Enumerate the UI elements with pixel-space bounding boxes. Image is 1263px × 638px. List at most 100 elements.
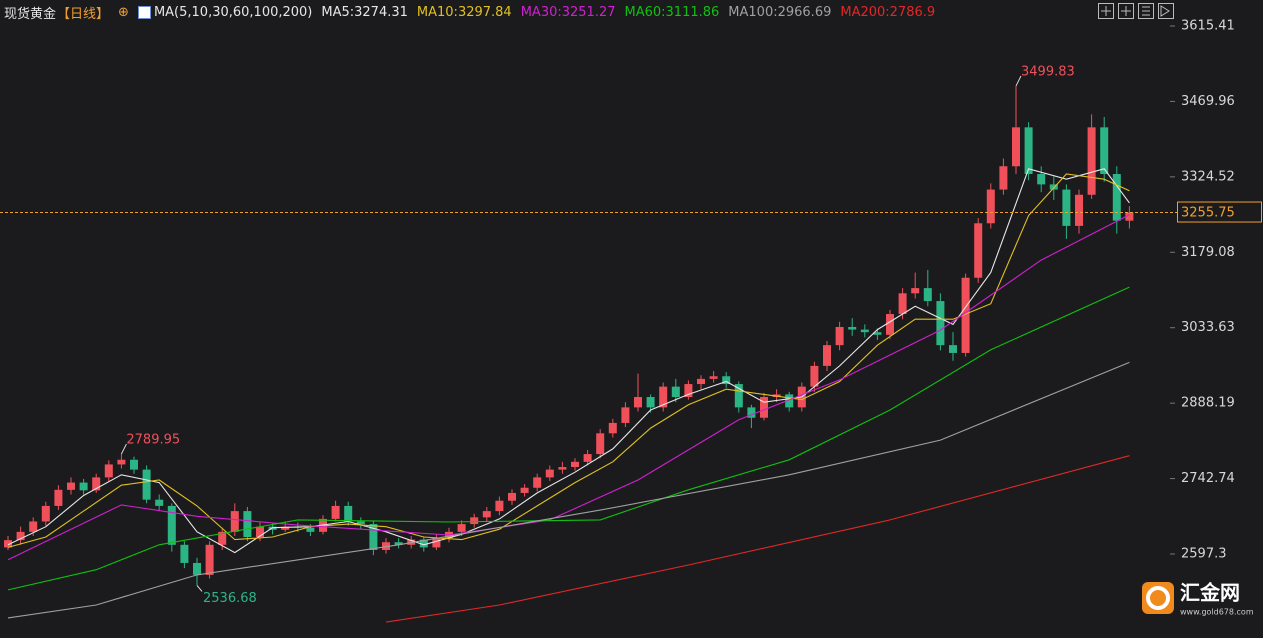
candle-body [205, 544, 214, 575]
legend-entry: MA60:3111.86 [624, 5, 720, 20]
candle-body [974, 223, 983, 278]
candle-body [4, 540, 12, 548]
legend-entry: MA100:2966.69 [728, 5, 832, 20]
candle-body [1112, 174, 1121, 221]
candle-body [281, 526, 290, 530]
candle-body [533, 477, 542, 488]
candle-body [92, 477, 101, 491]
candle-body [180, 544, 189, 563]
candle-body [734, 384, 743, 408]
candle-body [104, 464, 113, 478]
high-pointer [1015, 75, 1022, 87]
candle-body [67, 482, 75, 490]
candle-body [936, 301, 945, 346]
candle-body [432, 538, 441, 548]
candle-body [697, 378, 705, 385]
candle-body [1125, 212, 1134, 221]
candle-body [545, 469, 554, 478]
logo-mark [1146, 586, 1170, 610]
candle-body [356, 521, 365, 525]
legend-entry: MA200:2786.9 [840, 5, 936, 20]
y-tick-label: 2888.19 [1181, 396, 1235, 411]
candle-body [949, 345, 957, 353]
tool-button[interactable] [1118, 3, 1134, 19]
high-label: 3499.83 [1021, 64, 1075, 79]
candle-body [369, 524, 378, 550]
candle-body [394, 542, 403, 545]
y-tick-label: 3033.63 [1181, 320, 1235, 335]
candle-body [1100, 127, 1109, 175]
y-tick-label: 3469.96 [1181, 94, 1235, 109]
logo-url: www.gold678.com [1180, 608, 1254, 617]
legend-entry: MA10:3297.84 [416, 5, 512, 20]
candle-body [79, 482, 88, 491]
candle-body [1049, 184, 1058, 190]
high-pointer [120, 443, 127, 455]
candle-body [457, 524, 466, 532]
y-tick-label: 2742.74 [1181, 471, 1235, 486]
candle-body [1087, 127, 1096, 195]
candle-body [911, 288, 920, 294]
candle-body [596, 433, 605, 455]
candle-body [684, 384, 693, 398]
candle-body [848, 327, 857, 330]
candle-body [621, 407, 630, 423]
title: 现货黄金 [4, 7, 57, 22]
candle-body [1012, 127, 1020, 167]
y-tick-label: 3179.08 [1181, 245, 1235, 260]
last-price-box [1177, 201, 1262, 223]
candle-body [16, 531, 25, 541]
candle-body [1037, 174, 1046, 185]
candle-body [760, 397, 768, 418]
ma-line [7, 214, 1130, 561]
candle-body [999, 166, 1008, 190]
candle-body [961, 277, 970, 353]
candle-body [520, 487, 529, 493]
toolbar [1098, 3, 1174, 19]
candle-body [167, 505, 176, 545]
period[interactable]: 【日线】 [57, 7, 110, 22]
watermark: 汇金网 www.gold678.com [1142, 581, 1254, 617]
ma-line [7, 168, 1130, 554]
settings-icon[interactable]: ⊕ [118, 5, 129, 20]
candle-body [923, 288, 932, 302]
candle-body [659, 386, 668, 408]
candle-body [571, 461, 579, 468]
legend-entry: MA5:3274.31 [321, 5, 408, 20]
candle-body [986, 189, 995, 224]
logo-name: 汇金网 [1180, 581, 1240, 605]
candle-body [671, 386, 680, 398]
candle-body [810, 365, 819, 387]
tool-button[interactable] [1098, 3, 1114, 19]
candle-body [142, 469, 151, 500]
candle-body [470, 517, 479, 525]
tool-button[interactable] [1138, 3, 1154, 19]
candle-body [709, 376, 718, 379]
candle-body [41, 505, 50, 522]
candle-body [54, 489, 63, 506]
candle-body [130, 459, 138, 470]
candle-body [482, 511, 491, 518]
low-pointer [196, 585, 203, 592]
y-tick-label: 3324.52 [1181, 169, 1235, 184]
y-tick-label: 2597.3 [1181, 546, 1227, 561]
candle-body [1062, 189, 1071, 226]
candle-body [646, 397, 655, 408]
candle-body [382, 542, 390, 550]
candle-body [193, 562, 201, 575]
indicator-icon[interactable] [137, 6, 151, 19]
candle-body [1024, 127, 1033, 175]
candle-body [419, 539, 428, 548]
candle-body [508, 492, 516, 501]
tool-button[interactable] [1158, 3, 1174, 19]
candle-body [785, 394, 794, 408]
candle-body [243, 511, 252, 538]
candle-body [230, 511, 239, 532]
candle-body [558, 467, 567, 470]
candle-body [634, 397, 642, 408]
ma-line [7, 361, 1130, 619]
candle-body [823, 345, 831, 366]
candle-body [1075, 194, 1083, 226]
